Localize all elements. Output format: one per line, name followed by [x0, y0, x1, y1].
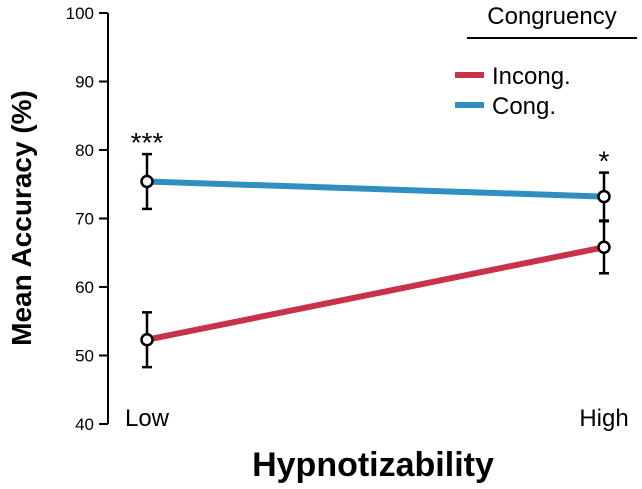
y-axis-title: Mean Accuracy (%): [6, 90, 37, 346]
y-tick-label: 100: [66, 4, 94, 23]
x-axis-title: Hypnotizability: [252, 446, 494, 484]
y-ticks: 40 50 60 70 80 90 100: [66, 4, 108, 434]
data-point: [140, 332, 154, 347]
legend: Congruency Incong. Cong.: [455, 3, 637, 120]
y-tick-label: 50: [75, 347, 94, 366]
y-tick-label: 70: [75, 210, 94, 229]
data-point: [140, 174, 154, 189]
x-category-labels: Low High: [125, 405, 629, 432]
legend-items: Incong. Cong.: [455, 63, 571, 120]
legend-title: Congruency: [487, 3, 616, 30]
legend-label: Cong.: [492, 93, 556, 120]
significance-label: ***: [131, 127, 164, 158]
legend-label: Incong.: [492, 63, 571, 90]
x-category-label: Low: [125, 405, 170, 432]
y-tick-label: 60: [75, 278, 94, 297]
data-point: [597, 240, 611, 255]
y-tick-label: 80: [75, 141, 94, 160]
y-tick-label: 40: [75, 415, 94, 434]
data-point: [597, 189, 611, 204]
x-category-label: High: [579, 405, 628, 432]
series-lines: [146, 178, 605, 343]
data-points: [140, 174, 611, 347]
y-tick-label: 90: [75, 73, 94, 92]
series-line: [146, 178, 605, 200]
series-line: [146, 244, 605, 343]
significance-label: *: [599, 146, 610, 177]
significance-labels: ****: [131, 127, 610, 176]
